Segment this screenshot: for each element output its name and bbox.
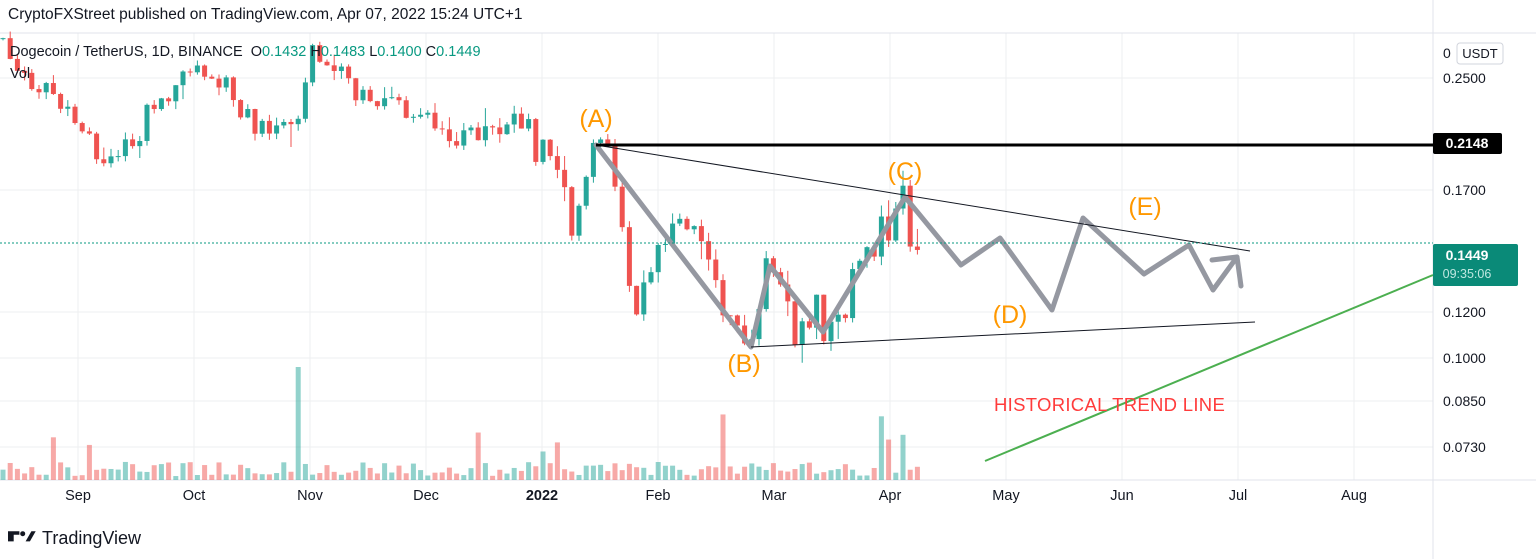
svg-text:(E): (E) (1128, 193, 1161, 221)
svg-text:0.2148: 0.2148 (1446, 135, 1489, 151)
svg-text:Nov: Nov (297, 488, 324, 504)
svg-text:HISTORICAL TREND LINE: HISTORICAL TREND LINE (994, 394, 1225, 415)
svg-text:May: May (992, 488, 1020, 504)
svg-text:0: 0 (1443, 45, 1451, 61)
svg-text:Dec: Dec (413, 488, 439, 504)
svg-text:0.1200: 0.1200 (1443, 304, 1486, 320)
svg-text:0.1000: 0.1000 (1443, 350, 1486, 366)
svg-text:USDT: USDT (1462, 46, 1497, 61)
svg-text:09:35:06: 09:35:06 (1443, 267, 1492, 281)
svg-text:Oct: Oct (183, 488, 206, 504)
svg-text:0.0850: 0.0850 (1443, 393, 1486, 409)
svg-text:0.1449: 0.1449 (1446, 247, 1489, 263)
svg-text:(C): (C) (888, 158, 923, 186)
svg-text:Jul: Jul (1229, 488, 1248, 504)
svg-text:(D): (D) (993, 301, 1028, 329)
svg-text:Sep: Sep (65, 488, 91, 504)
svg-text:Aug: Aug (1341, 488, 1367, 504)
svg-text:2022: 2022 (526, 488, 558, 504)
svg-text:Jun: Jun (1110, 488, 1133, 504)
svg-text:Apr: Apr (879, 488, 902, 504)
svg-text:Feb: Feb (646, 488, 671, 504)
svg-text:0.0730: 0.0730 (1443, 439, 1486, 455)
svg-text:0.1700: 0.1700 (1443, 182, 1486, 198)
svg-text:Mar: Mar (762, 488, 787, 504)
svg-text:(A): (A) (579, 105, 612, 133)
svg-text:0.2500: 0.2500 (1443, 70, 1486, 86)
svg-text:(B): (B) (727, 350, 760, 378)
